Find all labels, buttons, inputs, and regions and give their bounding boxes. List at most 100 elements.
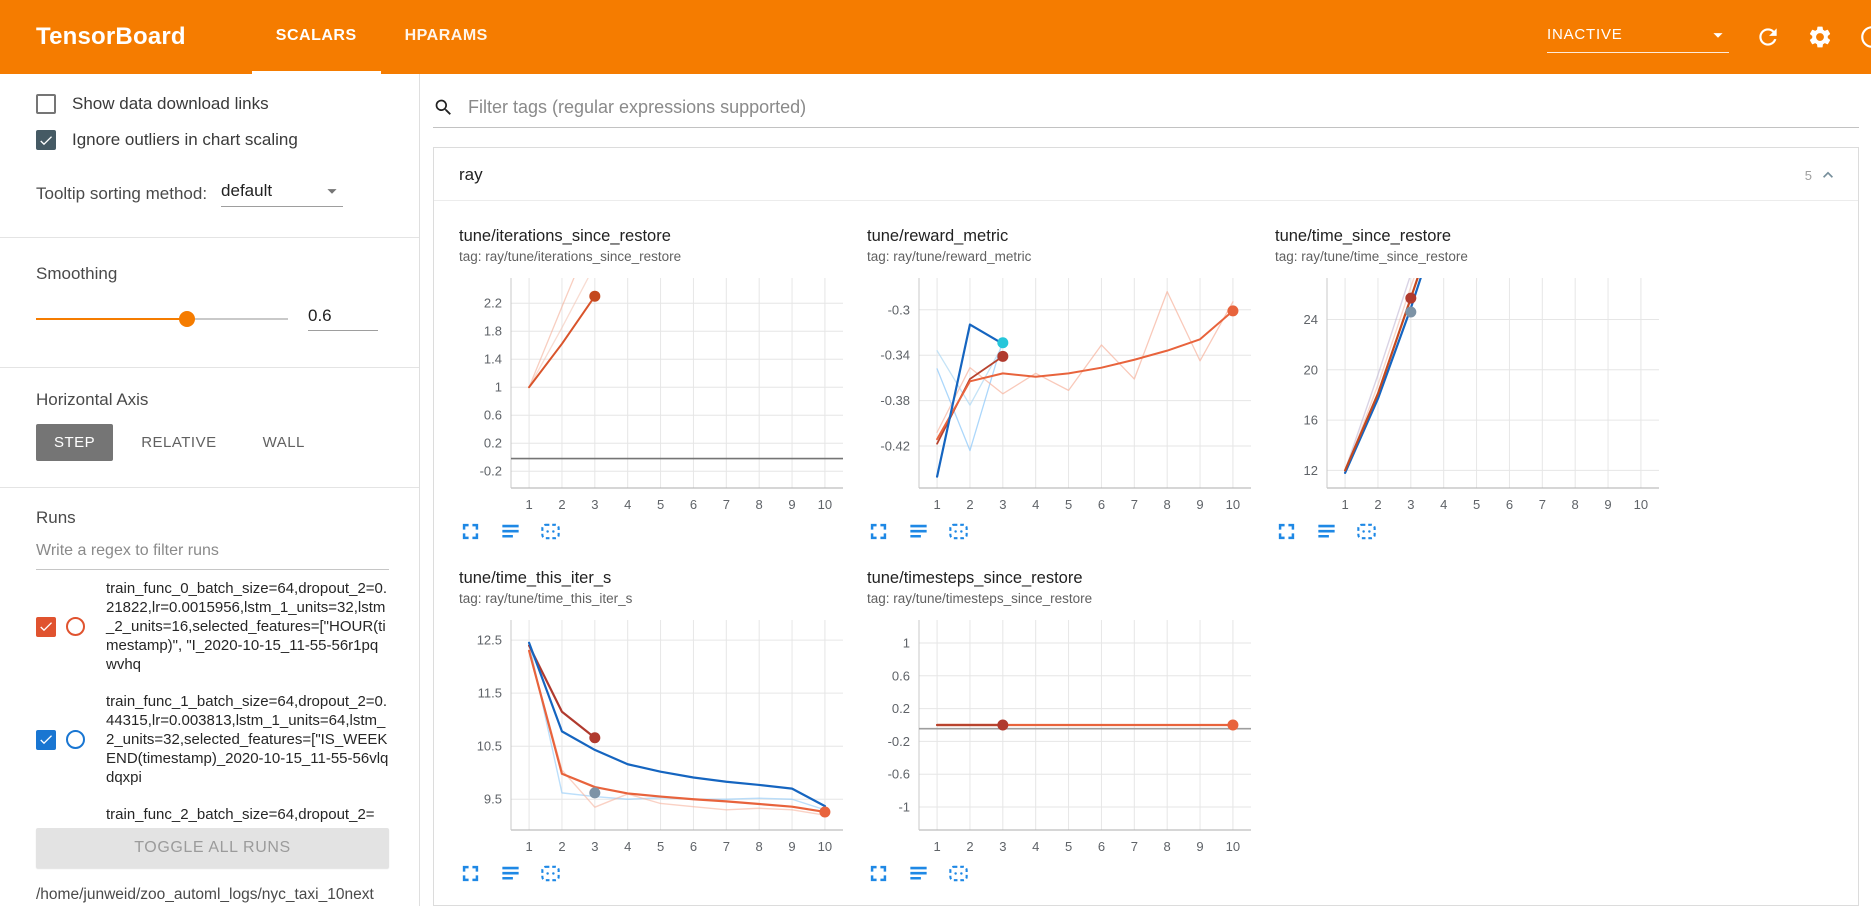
checkbox-row[interactable]: Ignore outliers in chart scaling <box>36 130 389 150</box>
help-icon[interactable] <box>1859 24 1871 50</box>
chart-card: tune/iterations_since_restore tag: ray/tu… <box>459 227 853 543</box>
fullscreen-icon[interactable] <box>459 520 482 543</box>
run-label[interactable]: train_func_1_batch_size=64,dropout_2=0.4… <box>106 693 389 786</box>
log-path: /home/junweid/zoo_automl_logs/nyc_taxi_1… <box>36 886 374 903</box>
chart-plot[interactable]: 9.5 10.5 11.5 12.5 1 2 3 4 5 6 7 8 9 10 <box>459 610 853 860</box>
section-title: ray <box>459 165 483 184</box>
status-dropdown[interactable]: INACTIVE <box>1547 22 1729 53</box>
checkbox[interactable] <box>36 130 56 150</box>
svg-text:-0.6: -0.6 <box>888 767 910 782</box>
svg-text:-0.42: -0.42 <box>880 439 910 454</box>
svg-text:3: 3 <box>1407 497 1414 512</box>
chevron-up-icon[interactable] <box>1818 165 1838 185</box>
ray-section-header[interactable]: ray 5 <box>434 148 1858 201</box>
fit-domain-icon[interactable] <box>539 862 562 885</box>
svg-text:8: 8 <box>1164 839 1171 854</box>
svg-text:2.2: 2.2 <box>484 296 502 311</box>
chart-plot[interactable]: -1 -0.6 -0.2 0.2 0.6 1 1 2 3 4 5 6 7 8 9 10 <box>867 610 1261 860</box>
svg-text:8: 8 <box>1572 497 1579 512</box>
svg-text:6: 6 <box>690 497 697 512</box>
runs-filter-input[interactable] <box>36 528 389 570</box>
chart-toolbar <box>867 862 1261 885</box>
chart-plot[interactable]: -0.42 -0.38 -0.34 -0.3 1 2 3 4 5 6 7 8 9 10 <box>867 268 1261 518</box>
axis-button-wall[interactable]: WALL <box>262 434 305 451</box>
fullscreen-icon[interactable] <box>867 520 890 543</box>
run-label[interactable]: train_func_0_batch_size=64,dropout_2=0.2… <box>106 580 388 673</box>
svg-text:2: 2 <box>1374 497 1381 512</box>
tag-filter-input[interactable] <box>468 97 1859 118</box>
checkbox[interactable] <box>36 94 56 114</box>
svg-text:5: 5 <box>657 497 664 512</box>
search-icon <box>433 97 454 118</box>
refresh-icon[interactable] <box>1755 24 1781 50</box>
tab-scalars[interactable]: SCALARS <box>251 0 381 74</box>
lines-icon[interactable] <box>907 862 930 885</box>
lines-icon[interactable] <box>907 520 930 543</box>
header-actions: INACTIVE <box>1547 0 1871 74</box>
slider-thumb[interactable] <box>179 310 196 327</box>
svg-text:8: 8 <box>756 839 763 854</box>
caret-down-icon <box>1713 32 1723 38</box>
run-checkbox[interactable] <box>36 729 56 750</box>
horizontal-axis-label: Horizontal Axis <box>36 390 149 409</box>
axis-button-relative[interactable]: RELATIVE <box>141 434 217 451</box>
svg-text:4: 4 <box>1032 497 1039 512</box>
chart-toolbar <box>1275 520 1669 543</box>
svg-text:20: 20 <box>1304 362 1318 377</box>
svg-text:0.6: 0.6 <box>484 408 502 423</box>
fit-domain-icon[interactable] <box>539 520 562 543</box>
svg-text:7: 7 <box>723 497 730 512</box>
lines-icon[interactable] <box>499 862 522 885</box>
svg-text:7: 7 <box>1539 497 1546 512</box>
fit-domain-icon[interactable] <box>1355 520 1378 543</box>
smoothing-slider[interactable] <box>36 310 288 327</box>
smoothing-value[interactable]: 0.6 <box>308 306 378 331</box>
lines-icon[interactable] <box>499 520 522 543</box>
lines-icon[interactable] <box>1315 520 1338 543</box>
tab-hparams[interactable]: HPARAMS <box>404 26 488 44</box>
chart-plot[interactable]: -0.2 0.2 0.6 1 1.4 1.8 2.2 1 2 3 4 5 6 7 8 9 10 <box>459 268 853 518</box>
svg-text:4: 4 <box>1440 497 1447 512</box>
svg-text:4: 4 <box>624 839 631 854</box>
svg-text:1.4: 1.4 <box>484 352 502 367</box>
horizontal-axis-buttons: STEP RELATIVE WALL <box>36 424 389 461</box>
fit-domain-icon[interactable] <box>947 862 970 885</box>
checkbox-label: Ignore outliers in chart scaling <box>72 130 298 149</box>
chart-card: tune/time_this_iter_s tag: ray/tune/time_… <box>459 569 853 885</box>
run-label[interactable]: train_func_2_batch_size=64,dropout_2= <box>106 806 375 823</box>
fullscreen-icon[interactable] <box>867 862 890 885</box>
run-radio[interactable] <box>66 617 85 636</box>
app-title: TensorBoard <box>36 23 186 50</box>
svg-text:3: 3 <box>999 839 1006 854</box>
app-header: TensorBoard SCALARS HPARAMS INACTIVE <box>0 0 1871 74</box>
svg-text:11.5: 11.5 <box>478 686 502 701</box>
chart-title: tune/time_since_restore <box>1275 227 1452 245</box>
svg-text:10: 10 <box>1226 497 1240 512</box>
charts-grid: tune/iterations_since_restore tag: ray/tu… <box>434 201 1858 905</box>
ray-section-card: ray 5 tune/iterations_since_restore tag: … <box>433 147 1859 906</box>
fullscreen-icon[interactable] <box>459 862 482 885</box>
run-checkbox[interactable] <box>36 616 56 637</box>
svg-text:12: 12 <box>1304 463 1318 478</box>
svg-text:5: 5 <box>657 839 664 854</box>
divider <box>0 367 419 368</box>
section-count: 5 <box>1804 167 1812 183</box>
svg-text:12.5: 12.5 <box>477 633 502 648</box>
smoothing-label: Smoothing <box>36 264 118 283</box>
svg-text:10: 10 <box>1634 497 1648 512</box>
svg-text:6: 6 <box>690 839 697 854</box>
checkbox-label: Show data download links <box>72 94 269 113</box>
svg-text:10: 10 <box>818 839 832 854</box>
axis-button-step[interactable]: STEP <box>36 424 114 461</box>
toggle-all-runs-button[interactable]: TOGGLE ALL RUNS <box>36 828 389 868</box>
checkbox-row[interactable]: Show data download links <box>36 94 389 114</box>
svg-text:6: 6 <box>1098 839 1105 854</box>
settings-gear-icon[interactable] <box>1807 24 1833 50</box>
svg-text:9.5: 9.5 <box>484 792 502 807</box>
svg-text:9: 9 <box>1604 497 1611 512</box>
run-radio[interactable] <box>66 730 85 749</box>
fit-domain-icon[interactable] <box>947 520 970 543</box>
tooltip-sorting-select[interactable]: default <box>221 180 344 207</box>
fullscreen-icon[interactable] <box>1275 520 1298 543</box>
